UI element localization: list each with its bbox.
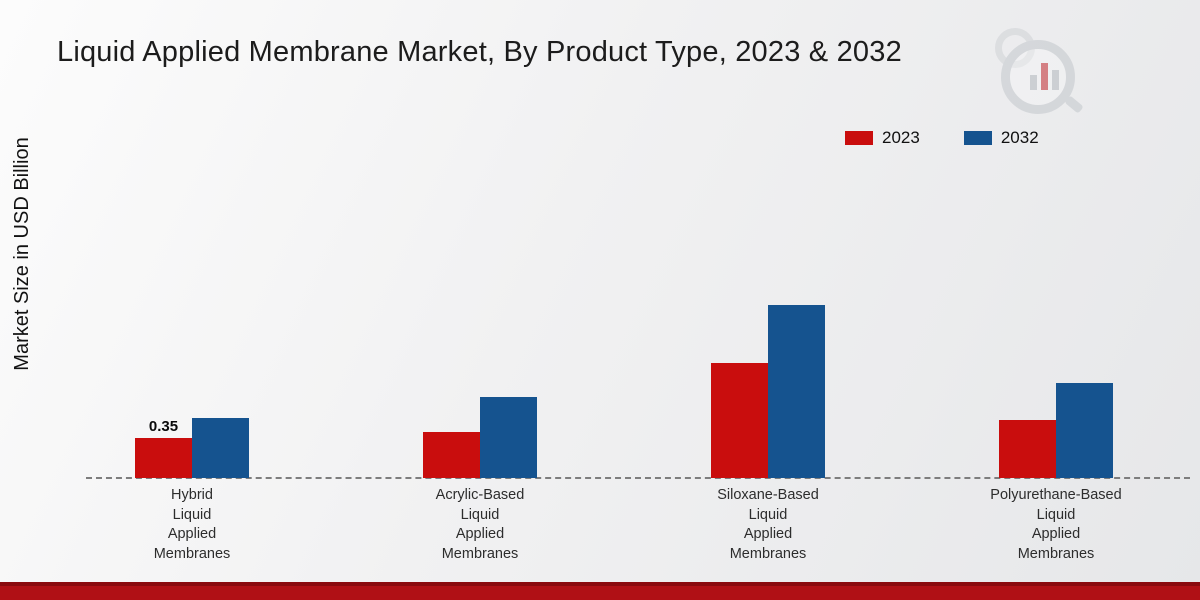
legend-item-2032: 2032 [963, 128, 1039, 148]
bar-groups: 0.35 [48, 178, 1200, 478]
x-axis-baseline [86, 477, 1190, 479]
legend-label-2032: 2032 [1000, 128, 1039, 147]
logo-bar-2 [1041, 63, 1048, 90]
logo-bar-3 [1052, 70, 1059, 90]
logo-magnifier-icon [1001, 40, 1075, 114]
logo-bar-chart-icon [1030, 58, 1059, 90]
category-label-1: Hybrid Liquid Applied Membranes [153, 487, 231, 563]
bar-2023-category-4 [999, 420, 1056, 478]
bar-2032-category-3 [768, 305, 825, 478]
brand-logo [993, 28, 1085, 116]
chart-title: Liquid Applied Membrane Market, By Produ… [57, 36, 902, 68]
plot-area: 0.35 [48, 178, 1200, 479]
y-axis-label: Market Size in USD Billion [11, 137, 33, 371]
category-label-3: Siloxane-Based Liquid Applied Membranes [717, 487, 819, 563]
bar-group-1: 0.35 [48, 178, 336, 478]
legend-swatch-2023 [845, 131, 873, 145]
bar-2032-category-1 [192, 418, 249, 478]
category-label-4: Polyurethane-Based Liquid Applied Membra… [990, 487, 1122, 563]
logo-magnifier-handle-icon [1064, 95, 1084, 114]
bar-group-4 [912, 178, 1200, 478]
category-label-2: Acrylic-Based Liquid Applied Membranes [435, 487, 525, 563]
bar-group-3 [624, 178, 912, 478]
bar-2032-category-4 [1056, 383, 1113, 478]
bar-value-label: 0.35 [148, 418, 179, 435]
legend-item-2023: 2023 [845, 128, 920, 148]
bar-2032-category-2 [480, 397, 537, 478]
bar-2023-category-3 [711, 363, 768, 478]
category-labels: Hybrid Liquid Applied Membranes Acrylic-B… [48, 486, 1200, 565]
legend: 2023 2032 [845, 128, 1039, 148]
footer-band [0, 582, 1200, 600]
bar-2023-category-1 [135, 438, 192, 478]
logo-bar-1 [1030, 75, 1037, 90]
bar-2023-category-2 [423, 432, 480, 478]
bar-group-2 [336, 178, 624, 478]
legend-label-2023: 2023 [882, 128, 920, 147]
legend-swatch-2032 [963, 131, 992, 145]
